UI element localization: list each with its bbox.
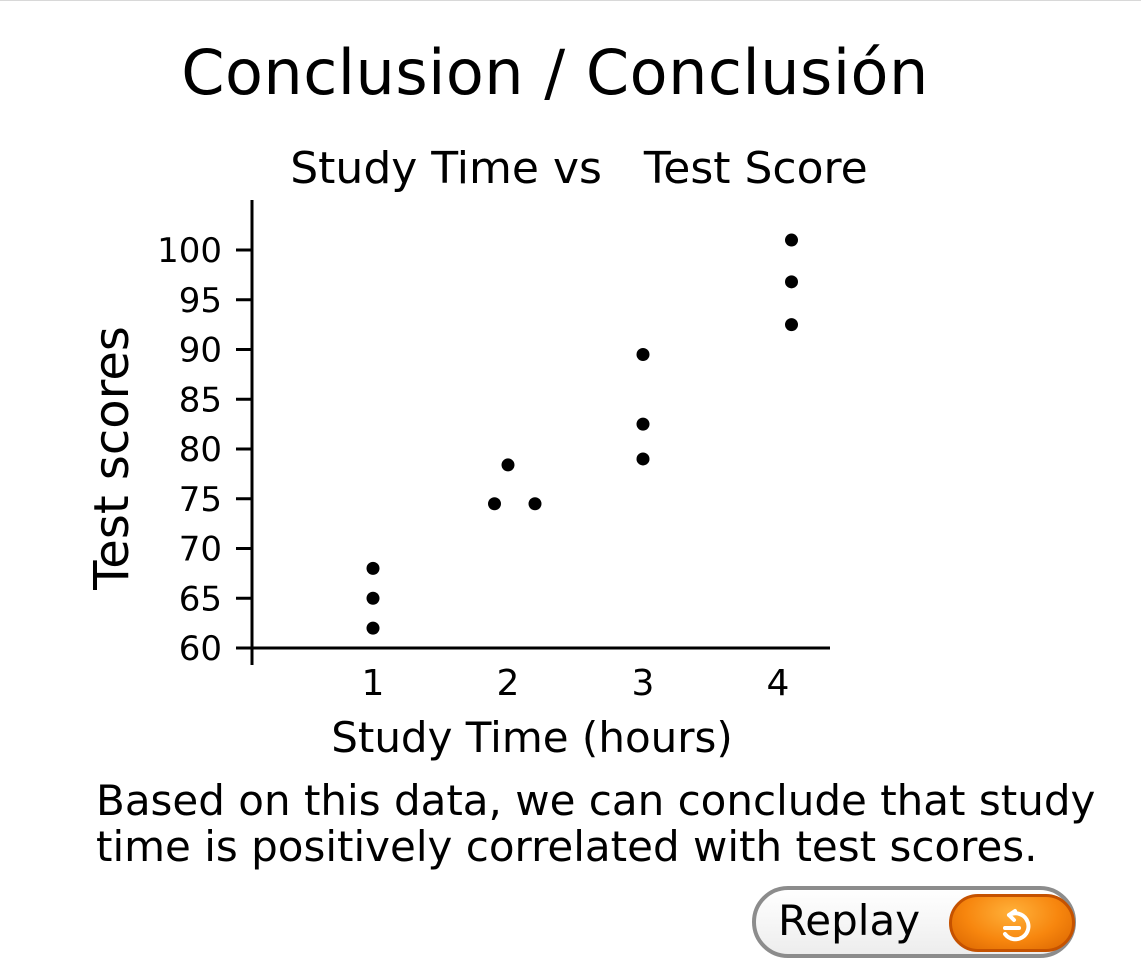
y-tick-label: 100 [157, 231, 222, 271]
top-border [0, 0, 1141, 1]
data-point [785, 233, 798, 247]
data-points [366, 233, 798, 635]
replay-icon-pill [949, 894, 1075, 952]
replay-button-label: Replay [778, 896, 921, 945]
data-point [785, 275, 798, 289]
x-axis-label: Study Time (hours) [331, 713, 733, 762]
x-tick-label: 3 [632, 663, 655, 704]
replay-button[interactable]: Replay [752, 886, 1076, 958]
chart-title: Study Time vs Test Score [290, 143, 867, 194]
data-point [488, 497, 501, 511]
y-tick-label: 70 [179, 530, 222, 570]
y-tick-label: 75 [179, 480, 222, 520]
conclusion-text: Based on this data, we can conclude that… [96, 776, 1096, 871]
y-tick-label: 60 [179, 629, 222, 669]
y-axis-ticks: 60 65 70 75 80 85 90 95 100 [157, 231, 252, 669]
data-point [528, 497, 542, 511]
x-tick-label: 2 [497, 663, 520, 704]
replay-icon [1003, 909, 1031, 942]
data-point [501, 458, 515, 472]
data-point [636, 452, 650, 466]
data-point [366, 621, 380, 635]
y-axis-label: Test scores [84, 326, 140, 591]
data-point [366, 561, 380, 575]
y-tick-label: 65 [179, 579, 222, 619]
x-tick-label: 1 [362, 663, 385, 704]
x-axis-ticks: 1 2 3 4 [362, 663, 790, 704]
y-tick-label: 90 [179, 331, 222, 371]
data-point [366, 591, 380, 605]
scatter-chart: Study Time vs Test Score 60 65 70 75 80 85 90 9… [84, 143, 868, 762]
chart-axes [236, 200, 830, 665]
x-tick-label: 4 [767, 663, 790, 704]
page-title: Conclusion / Conclusión [181, 36, 929, 109]
y-tick-label: 85 [179, 380, 222, 420]
data-point [636, 347, 650, 361]
y-tick-label: 95 [179, 281, 222, 321]
y-tick-label: 80 [179, 430, 222, 470]
data-point [785, 318, 798, 332]
data-point [636, 417, 650, 431]
